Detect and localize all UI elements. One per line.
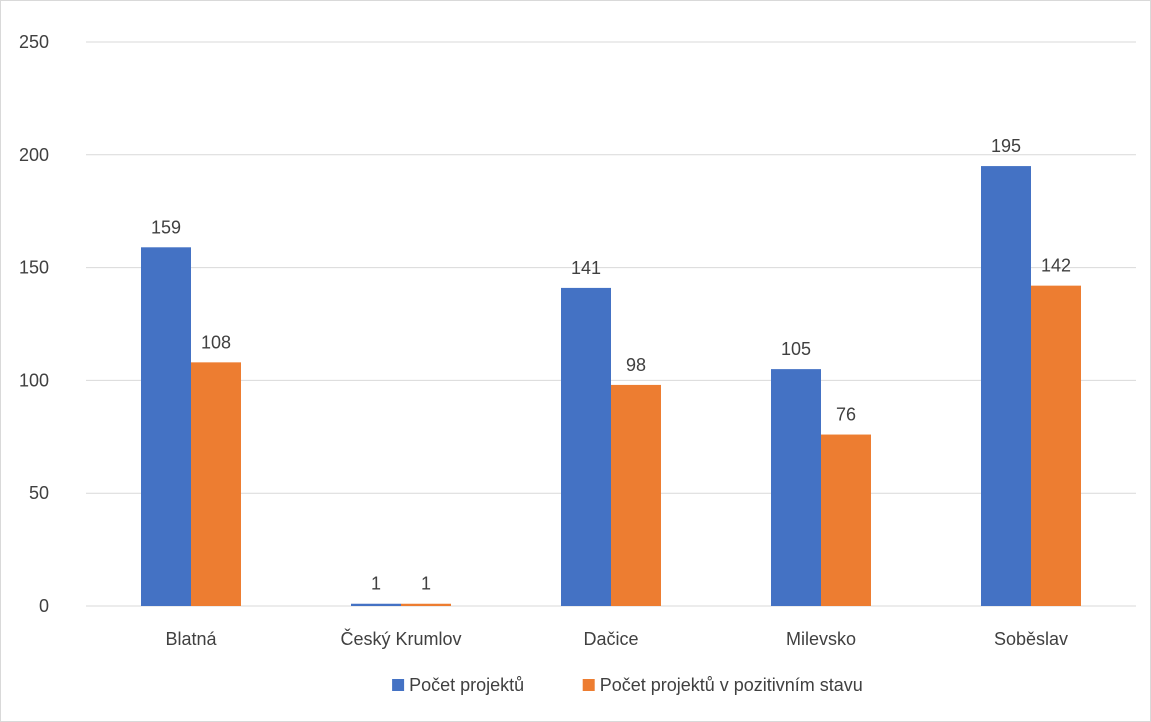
x-tick-label: Český Krumlov xyxy=(340,628,461,649)
bar xyxy=(141,247,191,606)
bar xyxy=(401,603,451,606)
legend-swatch xyxy=(582,679,595,691)
y-tick-label: 100 xyxy=(19,370,49,390)
y-axis-tick-labels: 0 50 100 150 200 250 xyxy=(19,32,49,616)
legend-swatch xyxy=(392,679,405,691)
y-tick-label: 0 xyxy=(39,596,49,616)
data-label: 1 xyxy=(371,574,381,594)
data-label: 108 xyxy=(201,332,231,352)
bars xyxy=(141,166,1081,606)
data-label: 195 xyxy=(991,136,1021,156)
bar xyxy=(771,369,821,606)
data-label: 98 xyxy=(626,355,646,375)
bar xyxy=(561,287,611,606)
y-tick-label: 200 xyxy=(19,145,49,165)
legend-label: Počet projektů v pozitivním stavu xyxy=(600,675,863,695)
data-label: 159 xyxy=(151,217,181,237)
data-label: 76 xyxy=(836,405,856,425)
y-tick-label: 150 xyxy=(19,258,49,278)
data-labels: 159 108 1 1 141 98 105 76 195 142 xyxy=(151,136,1071,594)
bar xyxy=(611,384,661,606)
x-tick-label: Dačice xyxy=(583,629,638,649)
legend: Počet projektů Počet projektů v pozitivní… xyxy=(392,675,863,695)
y-tick-label: 250 xyxy=(19,32,49,52)
x-tick-label: Milevsko xyxy=(786,629,856,649)
bar xyxy=(351,603,401,606)
legend-label: Počet projektů xyxy=(409,675,524,695)
x-axis-tick-labels: Blatná Český Krumlov Dačice Milevsko Soběsla… xyxy=(165,628,1068,649)
data-label: 141 xyxy=(571,258,601,278)
y-tick-label: 50 xyxy=(29,483,49,503)
bar xyxy=(821,434,871,606)
x-tick-label: Blatná xyxy=(165,629,217,649)
data-label: 142 xyxy=(1041,256,1071,276)
data-label: 1 xyxy=(421,574,431,594)
x-tick-label: Soběslav xyxy=(994,629,1068,649)
bar xyxy=(1031,285,1081,606)
data-label: 105 xyxy=(781,339,811,359)
bar xyxy=(191,362,241,606)
bar xyxy=(981,166,1031,606)
